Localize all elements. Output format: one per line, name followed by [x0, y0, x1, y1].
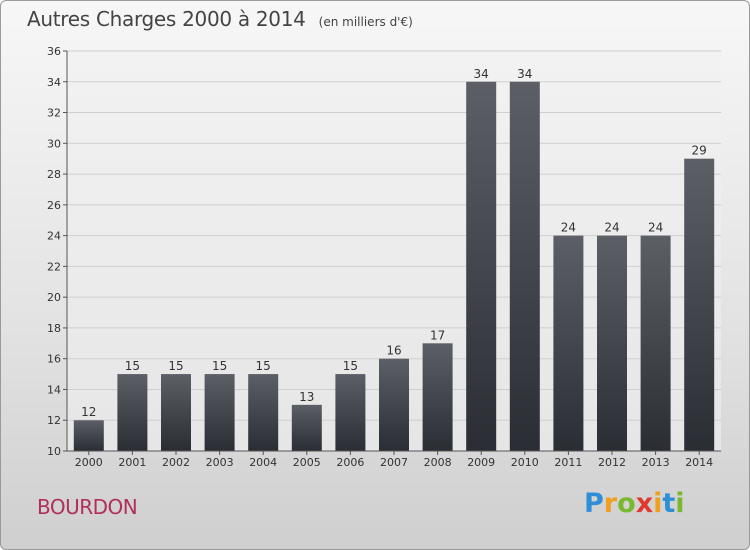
y-tick-label: 26 — [47, 199, 61, 212]
y-tick-label: 32 — [47, 107, 61, 120]
bar-2005 — [291, 404, 322, 451]
chart-subtitle: (en milliers d'€) — [318, 15, 413, 29]
y-tick-label: 28 — [47, 168, 61, 181]
bar-2012 — [597, 235, 627, 451]
x-tick-label: 2005 — [293, 456, 321, 469]
data-label: 15 — [168, 359, 183, 373]
x-tick-label: 2002 — [162, 456, 190, 469]
data-label: 24 — [648, 221, 663, 235]
x-tick-label: 2011 — [554, 456, 582, 469]
x-tick-label: 2014 — [685, 456, 713, 469]
data-label: 15 — [256, 359, 271, 373]
data-label: 12 — [81, 405, 96, 419]
bar-2008 — [422, 343, 453, 451]
bar-2010 — [509, 81, 540, 452]
logo-letter: i — [653, 488, 663, 519]
data-label: 24 — [561, 221, 576, 235]
y-tick-label: 22 — [47, 260, 61, 273]
data-label: 15 — [125, 359, 140, 373]
logo-letter: P — [584, 488, 604, 519]
x-tick-label: 2008 — [424, 456, 452, 469]
bar-2001 — [117, 374, 148, 451]
logo-letter: t — [662, 488, 676, 519]
data-label: 29 — [692, 144, 707, 158]
logo-letter: o — [617, 488, 636, 519]
x-tick-label: 2000 — [75, 456, 103, 469]
y-tick-label: 14 — [47, 383, 61, 396]
y-tick-label: 18 — [47, 322, 61, 335]
x-tick-label: 2010 — [511, 456, 539, 469]
bar-2000 — [73, 420, 104, 451]
y-tick-label: 16 — [47, 353, 61, 366]
logo-letter: x — [635, 488, 654, 519]
y-tick-label: 12 — [47, 414, 61, 427]
logo-letter: r — [603, 488, 618, 519]
y-tick-label: 30 — [47, 137, 61, 150]
bar-2003 — [204, 374, 235, 451]
proxiti-logo[interactable]: Proxiti — [584, 488, 685, 519]
x-tick-label: 2001 — [118, 456, 146, 469]
bar-2009 — [466, 81, 497, 452]
x-tick-label: 2009 — [467, 456, 495, 469]
y-tick-label: 34 — [47, 76, 61, 89]
bar-2004 — [248, 374, 279, 451]
chart-title-row: Autres Charges 2000 à 2014 (en milliers … — [27, 7, 413, 31]
x-tick-label: 2003 — [206, 456, 234, 469]
data-label: 15 — [212, 359, 227, 373]
data-label: 15 — [343, 359, 358, 373]
x-tick-label: 2012 — [598, 456, 626, 469]
bar-2007 — [379, 358, 409, 451]
y-tick-label: 20 — [47, 291, 61, 304]
bar-2002 — [161, 374, 191, 451]
y-tick-label: 24 — [47, 230, 61, 243]
x-tick-label: 2004 — [249, 456, 277, 469]
logo-letter: i — [675, 488, 685, 519]
y-tick-label: 10 — [47, 445, 61, 458]
place-name: BOURDON — [37, 495, 138, 519]
data-label: 17 — [430, 328, 445, 342]
bar-2006 — [335, 374, 366, 451]
data-label: 13 — [299, 390, 314, 404]
data-label: 34 — [517, 67, 532, 81]
data-label: 16 — [386, 344, 401, 358]
data-label: 34 — [474, 67, 489, 81]
x-tick-label: 2013 — [642, 456, 670, 469]
bar-2011 — [553, 235, 584, 451]
data-label: 24 — [604, 221, 619, 235]
bar-2013 — [640, 235, 671, 451]
x-tick-label: 2006 — [336, 456, 364, 469]
x-tick-label: 2007 — [380, 456, 408, 469]
chart-title: Autres Charges 2000 à 2014 — [27, 7, 306, 31]
bar-2014 — [684, 158, 715, 451]
y-tick-label: 36 — [47, 45, 61, 58]
